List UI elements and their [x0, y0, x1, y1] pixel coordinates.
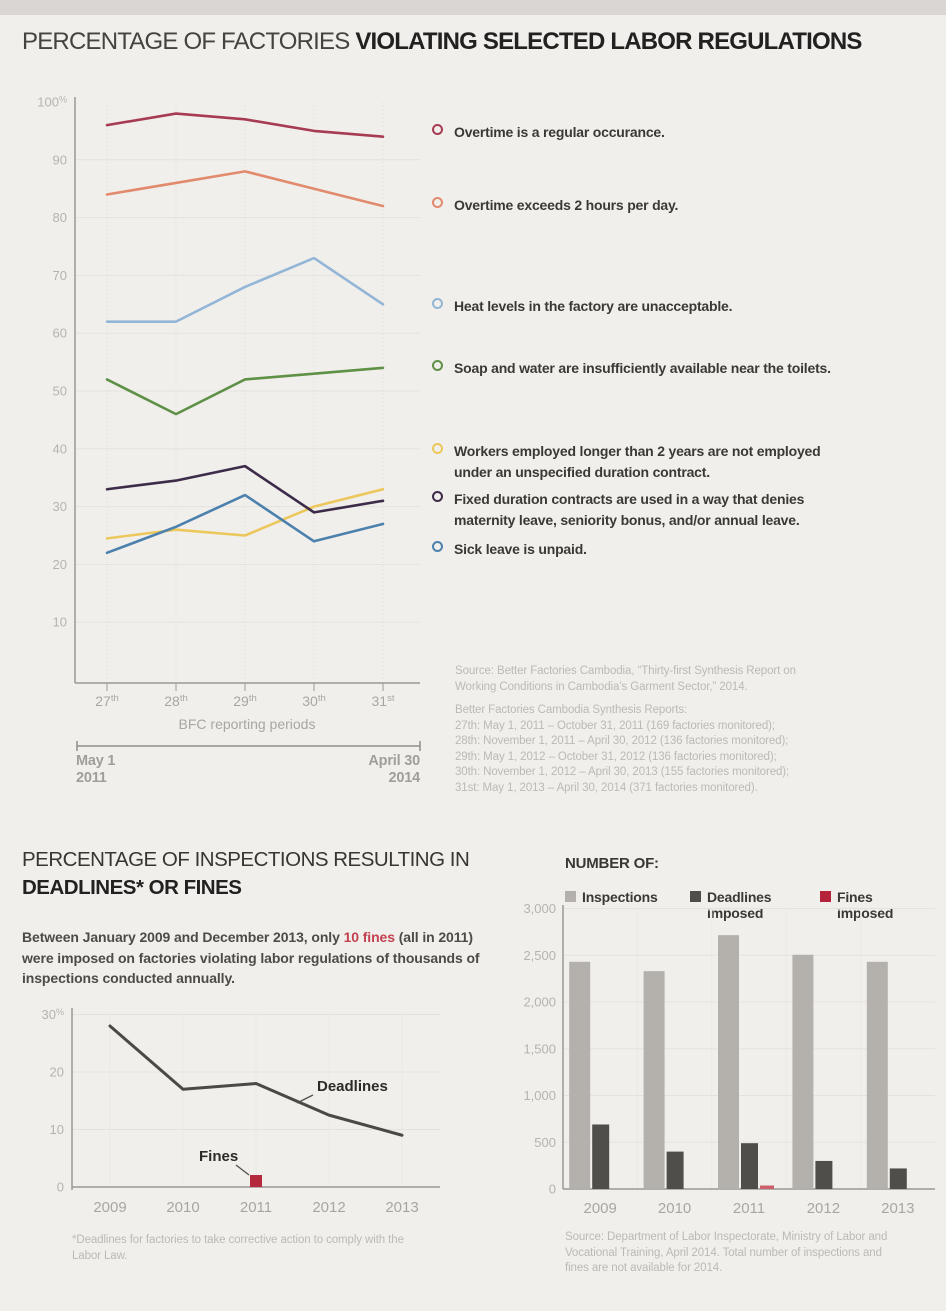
- svg-text:2010: 2010: [166, 1199, 199, 1216]
- fines-marker: [250, 1175, 262, 1187]
- top-chart-series: [105, 112, 385, 555]
- legend-item: Workers employed longer than 2 years are…: [432, 441, 821, 483]
- series-ring-icon: [432, 298, 443, 309]
- svg-text:10: 10: [53, 615, 67, 630]
- top-chart-grid: [74, 97, 420, 691]
- page-title: PERCENTAGE OF FACTORIES VIOLATING SELECT…: [22, 28, 862, 56]
- svg-text:70: 70: [53, 268, 67, 283]
- svg-text:30: 30: [53, 499, 67, 514]
- reports-note: Better Factories Cambodia Synthesis Repo…: [455, 704, 790, 794]
- bar-legend-item: Inspections: [565, 889, 658, 905]
- inspections-paragraph: Between January 2009 and December 2013, …: [22, 927, 492, 989]
- svg-text:30th: 30th: [302, 693, 326, 709]
- svg-text:2012: 2012: [312, 1199, 345, 1216]
- svg-text:29th: 29th: [233, 693, 257, 709]
- svg-text:60: 60: [53, 326, 67, 341]
- svg-text:31st: 31st: [372, 693, 395, 709]
- source-note-bottom: Source: Department of Labor Inspectorate…: [565, 1231, 888, 1274]
- source-note-top: Source: Better Factories Cambodia, “Thir…: [455, 665, 796, 693]
- series-ring-icon: [432, 197, 443, 208]
- svg-text:20: 20: [50, 1065, 64, 1080]
- timeline-start-label: May 1 2011: [76, 753, 116, 786]
- svg-text:BFC reporting periods: BFC reporting periods: [179, 716, 316, 732]
- ten-fines-highlight: 10 fines: [343, 929, 395, 945]
- timeline-end-label: April 30 2014: [368, 753, 420, 786]
- svg-text:2009: 2009: [584, 1200, 617, 1217]
- paragraph-text: (all in 2011) were imposed on factories …: [22, 929, 480, 986]
- legend-item: Overtime is a regular occurance.: [432, 122, 665, 143]
- inspections-title-line2: DEADLINES* OR FINES: [22, 876, 242, 899]
- inspections-title: PERCENTAGE OF INSPECTIONS RESULTING IN D…: [22, 846, 470, 902]
- deadlines-footnote: *Deadlines for factories to take correct…: [72, 1234, 404, 1262]
- bar-chart-axis-labels: 3,000 2,500 2,000 1,500 1,000 500 0 2009 2010 201…: [523, 901, 914, 1217]
- top-strip: [0, 0, 946, 15]
- timeline-bracket: [76, 741, 421, 751]
- factories-line-chart: 100% 90 80 70 60 50 40 30 20 10 27th 28th 29th 30th 31…: [37, 95, 421, 751]
- top-chart-axis-labels: 100% 90 80 70 60 50 40 30 20 10 27th 28th 29th 30th 31…: [37, 95, 395, 733]
- svg-text:2,500: 2,500: [523, 948, 556, 963]
- paragraph-text: Between January 2009 and December 2013, …: [22, 929, 344, 945]
- svg-text:3,000: 3,000: [523, 901, 556, 916]
- legend-item-label: Fixed duration contracts are used in a w…: [454, 491, 805, 528]
- svg-text:2013: 2013: [385, 1199, 418, 1216]
- legend-item-label: Overtime is a regular occurance.: [454, 124, 665, 140]
- inspections-title-line1: PERCENTAGE OF INSPECTIONS RESULTING IN: [22, 848, 470, 871]
- series-ring-icon: [432, 124, 443, 135]
- svg-text:30%: 30%: [42, 1007, 64, 1022]
- legend-item: Soap and water are insufficiently availa…: [432, 358, 831, 379]
- bar-chart-title: NUMBER OF:: [565, 855, 659, 872]
- legend-item: Fixed duration contracts are used in a w…: [432, 489, 804, 531]
- svg-text:20: 20: [53, 557, 67, 572]
- svg-text:2009: 2009: [93, 1199, 126, 1216]
- bar-chart-bars: [569, 935, 907, 1189]
- svg-text:2011: 2011: [240, 1199, 272, 1216]
- deadlines-line: [108, 1024, 404, 1137]
- svg-text:2010: 2010: [658, 1200, 691, 1217]
- deadlines-swatch-icon: [690, 891, 701, 902]
- svg-text:27th: 27th: [95, 693, 119, 709]
- legend-item-label: Soap and water are insufficiently availa…: [454, 360, 831, 376]
- series-ring-icon: [432, 541, 443, 552]
- legend-item-label: Heat levels in the factory are unaccepta…: [454, 298, 733, 314]
- legend-item: Sick leave is unpaid.: [432, 539, 587, 560]
- svg-text:0: 0: [57, 1180, 64, 1195]
- svg-text:90: 90: [53, 152, 67, 167]
- svg-text:40: 40: [53, 441, 67, 456]
- fines-swatch-icon: [820, 891, 831, 902]
- svg-text:2012: 2012: [807, 1200, 840, 1217]
- legend-item-label: Sick leave is unpaid.: [454, 541, 587, 557]
- series-ring-icon: [432, 360, 443, 371]
- svg-text:Deadlines: Deadlines: [317, 1078, 388, 1095]
- inspections-swatch-icon: [565, 891, 576, 902]
- legend-item: Heat levels in the factory are unaccepta…: [432, 296, 733, 317]
- svg-text:10: 10: [50, 1122, 64, 1137]
- legend-item-label: Overtime exceeds 2 hours per day.: [454, 197, 679, 213]
- svg-text:28th: 28th: [164, 693, 188, 709]
- svg-text:80: 80: [53, 210, 67, 225]
- series-ring-icon: [432, 491, 443, 502]
- svg-text:100%: 100%: [37, 95, 67, 110]
- inspections-bar-chart: 3,000 2,500 2,000 1,500 1,000 500 0 2009 2010 201…: [523, 901, 935, 1217]
- svg-text:1,500: 1,500: [523, 1041, 556, 1056]
- svg-text:2011: 2011: [733, 1200, 765, 1217]
- svg-text:2,000: 2,000: [523, 995, 556, 1010]
- svg-text:500: 500: [534, 1135, 556, 1150]
- svg-text:0: 0: [549, 1182, 556, 1197]
- svg-text:1,000: 1,000: [523, 1088, 556, 1103]
- bar-legend-label: Inspections: [582, 889, 658, 905]
- deadlines-chart-annotations: Deadlines Fines: [199, 1078, 388, 1176]
- svg-text:50: 50: [53, 384, 67, 399]
- legend-item-label: Workers employed longer than 2 years are…: [454, 443, 821, 480]
- legend-item: Overtime exceeds 2 hours per day.: [432, 195, 678, 216]
- svg-text:Fines: Fines: [199, 1148, 238, 1165]
- svg-text:2013: 2013: [881, 1200, 914, 1217]
- deadlines-chart-grid: [71, 1008, 440, 1190]
- series-ring-icon: [432, 443, 443, 454]
- page-title-regular: PERCENTAGE OF FACTORIES: [22, 28, 356, 55]
- page-title-bold: VIOLATING SELECTED LABOR REGULATIONS: [355, 28, 862, 55]
